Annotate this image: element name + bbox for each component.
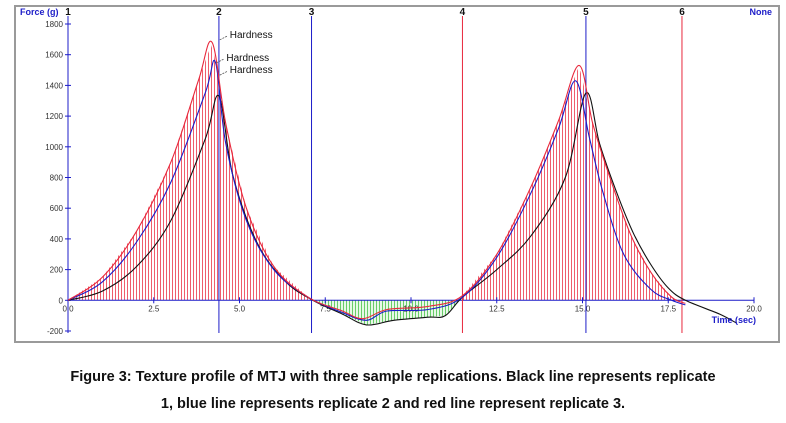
y-tick-label: 600 (50, 204, 64, 213)
annotation-leader (216, 58, 225, 64)
series-line-3 (67, 40, 686, 320)
y-tick-label: 1600 (45, 51, 63, 60)
y-tick-label: -200 (47, 327, 64, 336)
area-positive-2 (462, 69, 682, 302)
marker-number: 1 (65, 7, 71, 18)
y-tick-label: 1400 (45, 81, 63, 90)
caption-line-2: 1, blue line represents replicate 2 and … (160, 396, 626, 412)
figure-caption: Figure 3: Texture profile of MTJ with th… (0, 364, 786, 418)
hardness-annotation: Hardness (230, 30, 273, 41)
x-tick-label: 12.5 (489, 304, 505, 313)
marker-number: 4 (460, 7, 466, 18)
y-tick-label: 0 (59, 296, 64, 305)
x-tick-label: 7.5 (320, 304, 332, 313)
annotation-leader (219, 35, 228, 41)
marker-number: 6 (679, 7, 685, 18)
x-axis-title: Time (sec) (712, 315, 756, 325)
corner-label: None (750, 7, 773, 17)
hardness-annotation: Hardness (230, 65, 273, 76)
x-tick-label: 17.5 (660, 304, 676, 313)
x-tick-label: 15.0 (575, 304, 591, 313)
area-positive-1 (68, 45, 312, 301)
series-line-1 (67, 92, 738, 326)
annotation-leader (219, 70, 228, 76)
y-tick-label: 800 (50, 174, 64, 183)
marker-number: 2 (216, 7, 222, 18)
y-tick-label: 400 (50, 235, 64, 244)
x-tick-label: 20.0 (746, 304, 762, 313)
y-tick-label: 1000 (45, 143, 63, 152)
y-tick-label: 200 (50, 266, 64, 275)
caption-line-1: Figure 3: Texture profile of MTJ with th… (70, 369, 716, 385)
y-axis-title: Force (g) (20, 7, 59, 17)
x-tick-label: 10.0 (403, 304, 419, 313)
hardness-annotation: Hardness (226, 53, 269, 64)
marker-number: 3 (309, 7, 315, 18)
x-tick-label: 2.5 (148, 304, 160, 313)
y-tick-label: 1800 (45, 20, 63, 29)
x-tick-label: 5.0 (234, 304, 246, 313)
series-line-2 (67, 59, 686, 321)
y-tick-label: 1200 (45, 112, 63, 121)
texture-profile-chart: 0.0 2.5 5.0 7.5 10.0 12.5 15.0 17.5 20.0-2000200… (20, 7, 773, 336)
marker-number: 5 (583, 7, 589, 18)
